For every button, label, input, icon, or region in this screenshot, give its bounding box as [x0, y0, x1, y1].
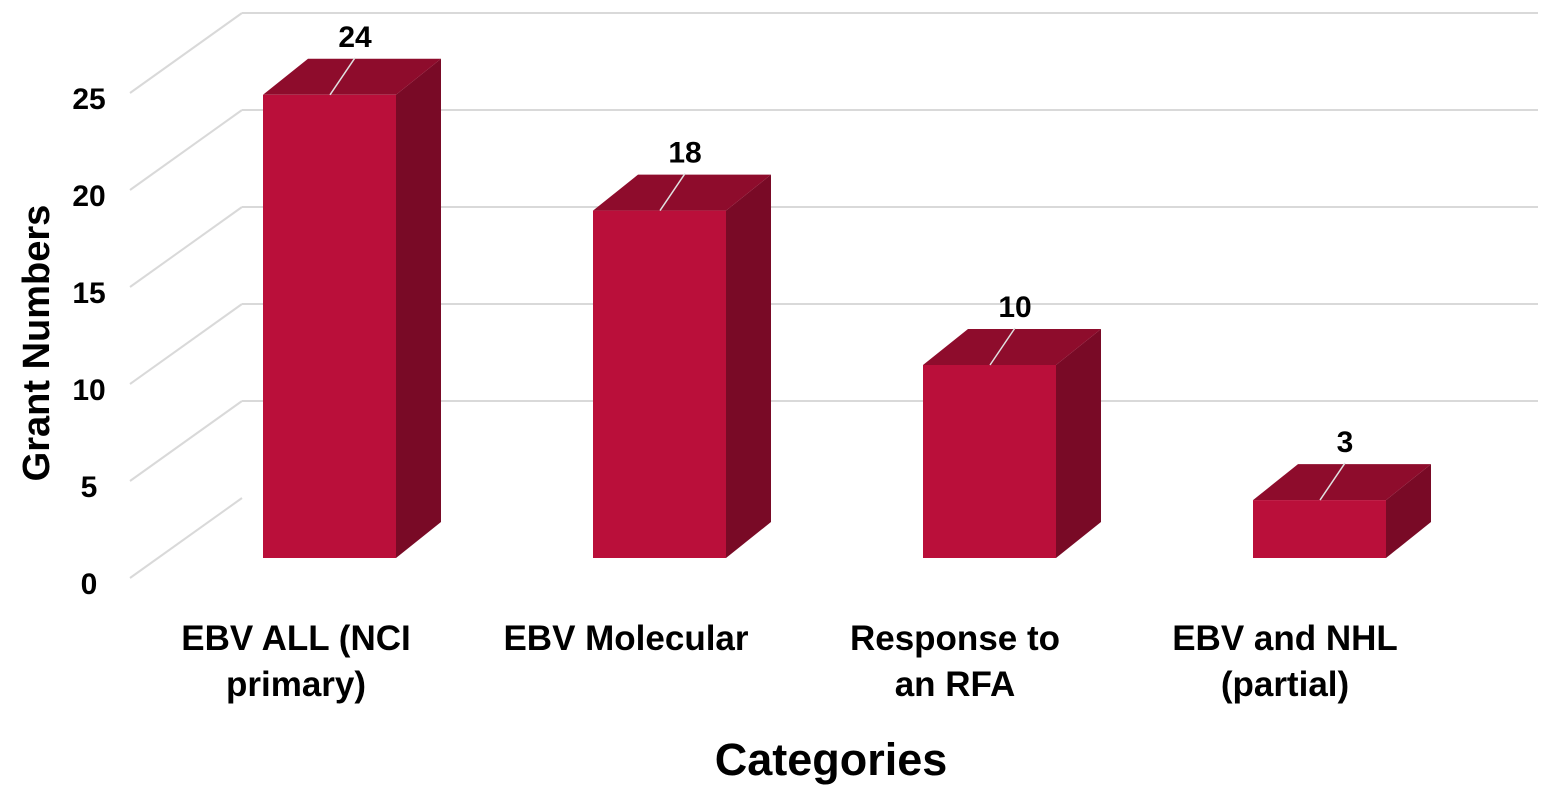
x-category-label: Response to an RFA: [850, 619, 1060, 704]
data-label-leader: [989, 327, 1016, 366]
data-label: 24: [338, 21, 372, 54]
y-tick-label: 0: [81, 568, 98, 601]
data-label: 3: [1337, 426, 1354, 459]
y-tick-label: 20: [72, 180, 105, 213]
y-tick-label: 15: [72, 277, 105, 310]
bar-front: [263, 94, 396, 559]
bar-front: [923, 365, 1056, 558]
data-label: 18: [668, 137, 701, 170]
bar: [263, 58, 441, 559]
x-axis-categories: EBV ALL (NCI primary) EBV Molecular Respons…: [181, 619, 1398, 704]
bar-top: [923, 329, 1101, 365]
data-label-leader: [329, 57, 356, 96]
bar-top: [1253, 464, 1431, 501]
y-tick-label: 5: [81, 471, 98, 504]
data-label-leader: [1319, 462, 1346, 501]
gridline-depth: [129, 497, 243, 579]
x-axis-title: Categories: [715, 734, 948, 785]
bar-top: [263, 58, 441, 95]
gridline-depth: [129, 400, 243, 482]
bar: [1253, 464, 1431, 558]
data-label-leader: [659, 173, 686, 212]
gridline-depth: [129, 303, 243, 385]
gridlines: [129, 12, 1538, 579]
gridline-depth: [129, 109, 243, 191]
bar-side: [1056, 329, 1101, 558]
gridline-depth: [129, 206, 243, 288]
x-category-label: EBV Molecular: [503, 619, 748, 658]
x-category-label: EBV and NHL (partial): [1172, 619, 1398, 704]
data-label: 10: [998, 291, 1031, 324]
x-category-label: EBV ALL (NCI primary): [181, 619, 410, 704]
bar-front: [593, 210, 726, 558]
y-tick-label: 25: [72, 83, 105, 116]
bar-side: [1386, 464, 1431, 558]
data-labels: 24 18 10 3: [329, 21, 1354, 501]
bar-side: [396, 58, 441, 559]
gridline-depth: [129, 12, 243, 94]
y-axis-title: Grant Numbers: [16, 205, 58, 482]
bar-top: [593, 174, 771, 211]
y-tick-label: 10: [72, 374, 105, 407]
y-axis-ticks: 0 5 10 15 20 25: [72, 83, 105, 601]
bar: [923, 329, 1101, 558]
bar-side: [726, 174, 771, 558]
bar: [593, 174, 771, 558]
bar-front: [1253, 500, 1386, 558]
bars: [263, 58, 1431, 559]
